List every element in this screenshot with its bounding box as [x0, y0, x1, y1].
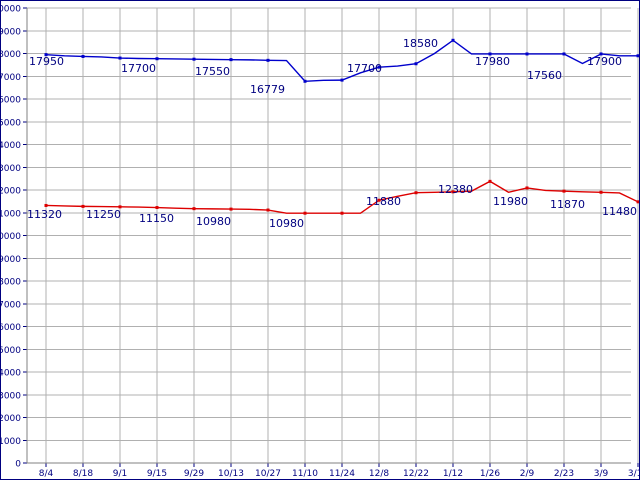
- data-point-marker: [562, 52, 566, 56]
- data-point-value-label: 11980: [493, 195, 528, 208]
- y-axis-tick-label: 12000: [1, 187, 21, 197]
- data-point-value-label: 18580: [403, 37, 438, 50]
- x-axis-tick-label: 2/23: [554, 469, 574, 479]
- x-axis-tick-label: 2/9: [520, 469, 535, 479]
- x-axis-tick-label: 1/12: [443, 469, 463, 479]
- data-point-value-label: 11480: [602, 205, 637, 218]
- data-point-marker: [488, 52, 492, 56]
- y-axis-tick-label: 20000: [1, 5, 21, 15]
- y-axis-tick-label: 7000: [1, 300, 21, 310]
- data-point-value-label: 17950: [29, 55, 64, 68]
- data-point-value-label: 10980: [269, 217, 304, 230]
- y-axis-tick-label: 3000: [1, 391, 21, 401]
- data-point-value-label: 10980: [196, 215, 231, 228]
- data-point-marker: [266, 208, 270, 212]
- x-axis-tick-label: 10/27: [255, 469, 281, 479]
- data-point-value-label: 16779: [250, 83, 285, 96]
- data-point-marker: [414, 62, 418, 66]
- x-axis-tick-label: 9/29: [184, 469, 204, 479]
- y-axis-tick-label: 16000: [1, 96, 21, 106]
- data-point-marker: [414, 191, 418, 195]
- x-axis-tick-label: 9/15: [147, 469, 167, 479]
- data-point-marker: [599, 190, 603, 194]
- data-point-value-label: 17900: [587, 55, 622, 68]
- data-point-labels: 17950 17700 17550 16779 17700 18580 17980 17560…: [27, 37, 637, 230]
- y-axis-tick-label: 15000: [1, 118, 21, 128]
- data-point-marker: [81, 54, 85, 58]
- x-axis-tick-label: 9/1: [113, 469, 127, 479]
- y-axis-tick-labels: 0 1000 2000 3000 4000 5000 6000 7000 8000 9000 100…: [1, 5, 21, 470]
- data-point-value-label: 17980: [475, 55, 510, 68]
- grid-lines: [27, 7, 639, 463]
- data-point-marker: [155, 57, 159, 61]
- x-axis-tick-labels: 8/4 8/18 9/1 9/15 9/29 10/13 10/27 11/10 11/24 12…: [39, 469, 639, 479]
- data-point-marker: [229, 58, 233, 62]
- x-axis-tick-label: 11/10: [292, 469, 318, 479]
- y-axis-tick-label: 2000: [1, 414, 21, 424]
- y-axis-tick-label: 5000: [1, 346, 21, 356]
- data-point-marker: [340, 211, 344, 215]
- y-axis-tick-label: 19000: [1, 27, 21, 37]
- data-point-marker: [377, 198, 381, 202]
- y-axis-tick-label: 13000: [1, 164, 21, 174]
- data-point-marker: [192, 207, 196, 211]
- data-point-marker: [562, 189, 566, 193]
- data-point-value-label: 17700: [121, 62, 156, 75]
- data-point-marker: [229, 207, 233, 211]
- data-point-marker: [451, 38, 455, 42]
- y-axis-tick-label: 10000: [1, 232, 21, 242]
- data-point-marker: [636, 54, 639, 58]
- x-axis-tick-label: 12/8: [369, 469, 389, 479]
- data-point-value-label: 12380: [438, 183, 473, 196]
- x-axis-tick-label: 1/26: [480, 469, 500, 479]
- axis-lines: [23, 7, 639, 467]
- y-axis-tick-label: 17000: [1, 73, 21, 83]
- data-point-marker: [451, 190, 455, 194]
- data-point-marker: [81, 204, 85, 208]
- data-point-value-label: 11250: [86, 208, 121, 221]
- x-axis-tick-label: 3/9: [594, 469, 609, 479]
- data-point-marker: [599, 52, 603, 56]
- data-point-marker: [266, 58, 270, 62]
- data-point-value-label: 17560: [527, 69, 562, 82]
- y-axis-tick-label: 14000: [1, 141, 21, 151]
- data-point-marker: [44, 53, 48, 57]
- data-point-marker: [525, 186, 529, 190]
- data-series: [44, 38, 639, 215]
- data-point-value-label: 11150: [139, 212, 174, 225]
- data-point-value-label: 11320: [27, 208, 62, 221]
- data-point-marker: [303, 211, 307, 215]
- data-point-value-label: 11880: [366, 195, 401, 208]
- x-axis-tick-label: 12/22: [403, 469, 429, 479]
- x-axis-tick-label: 8/18: [73, 469, 93, 479]
- y-axis-tick-label: 18000: [1, 50, 21, 60]
- y-axis-tick-label: 6000: [1, 323, 21, 333]
- data-point-marker: [155, 206, 159, 210]
- data-point-marker: [118, 56, 122, 60]
- data-point-marker: [192, 57, 196, 61]
- data-point-marker: [118, 205, 122, 209]
- y-axis-tick-label: 11000: [1, 209, 21, 219]
- data-point-value-label: 17700: [347, 62, 382, 75]
- y-axis-tick-label: 0: [15, 460, 21, 470]
- x-axis-tick-label: 3/16: [628, 469, 639, 479]
- data-point-marker: [377, 65, 381, 69]
- data-point-marker: [340, 78, 344, 82]
- data-point-marker: [525, 52, 529, 56]
- data-point-marker: [636, 200, 639, 204]
- y-axis-tick-label: 4000: [1, 369, 21, 379]
- y-axis-tick-label: 9000: [1, 255, 21, 265]
- x-axis-tick-label: 11/24: [329, 469, 355, 479]
- y-axis-tick-label: 1000: [1, 437, 21, 447]
- x-axis-tick-label: 10/13: [218, 469, 244, 479]
- x-axis-tick-label: 8/4: [39, 469, 54, 479]
- y-axis-tick-label: 8000: [1, 278, 21, 288]
- data-point-marker: [303, 79, 307, 83]
- data-point-value-label: 17550: [195, 65, 230, 78]
- data-point-marker: [488, 179, 492, 183]
- data-point-value-label: 11870: [550, 198, 585, 211]
- data-point-marker: [44, 203, 48, 207]
